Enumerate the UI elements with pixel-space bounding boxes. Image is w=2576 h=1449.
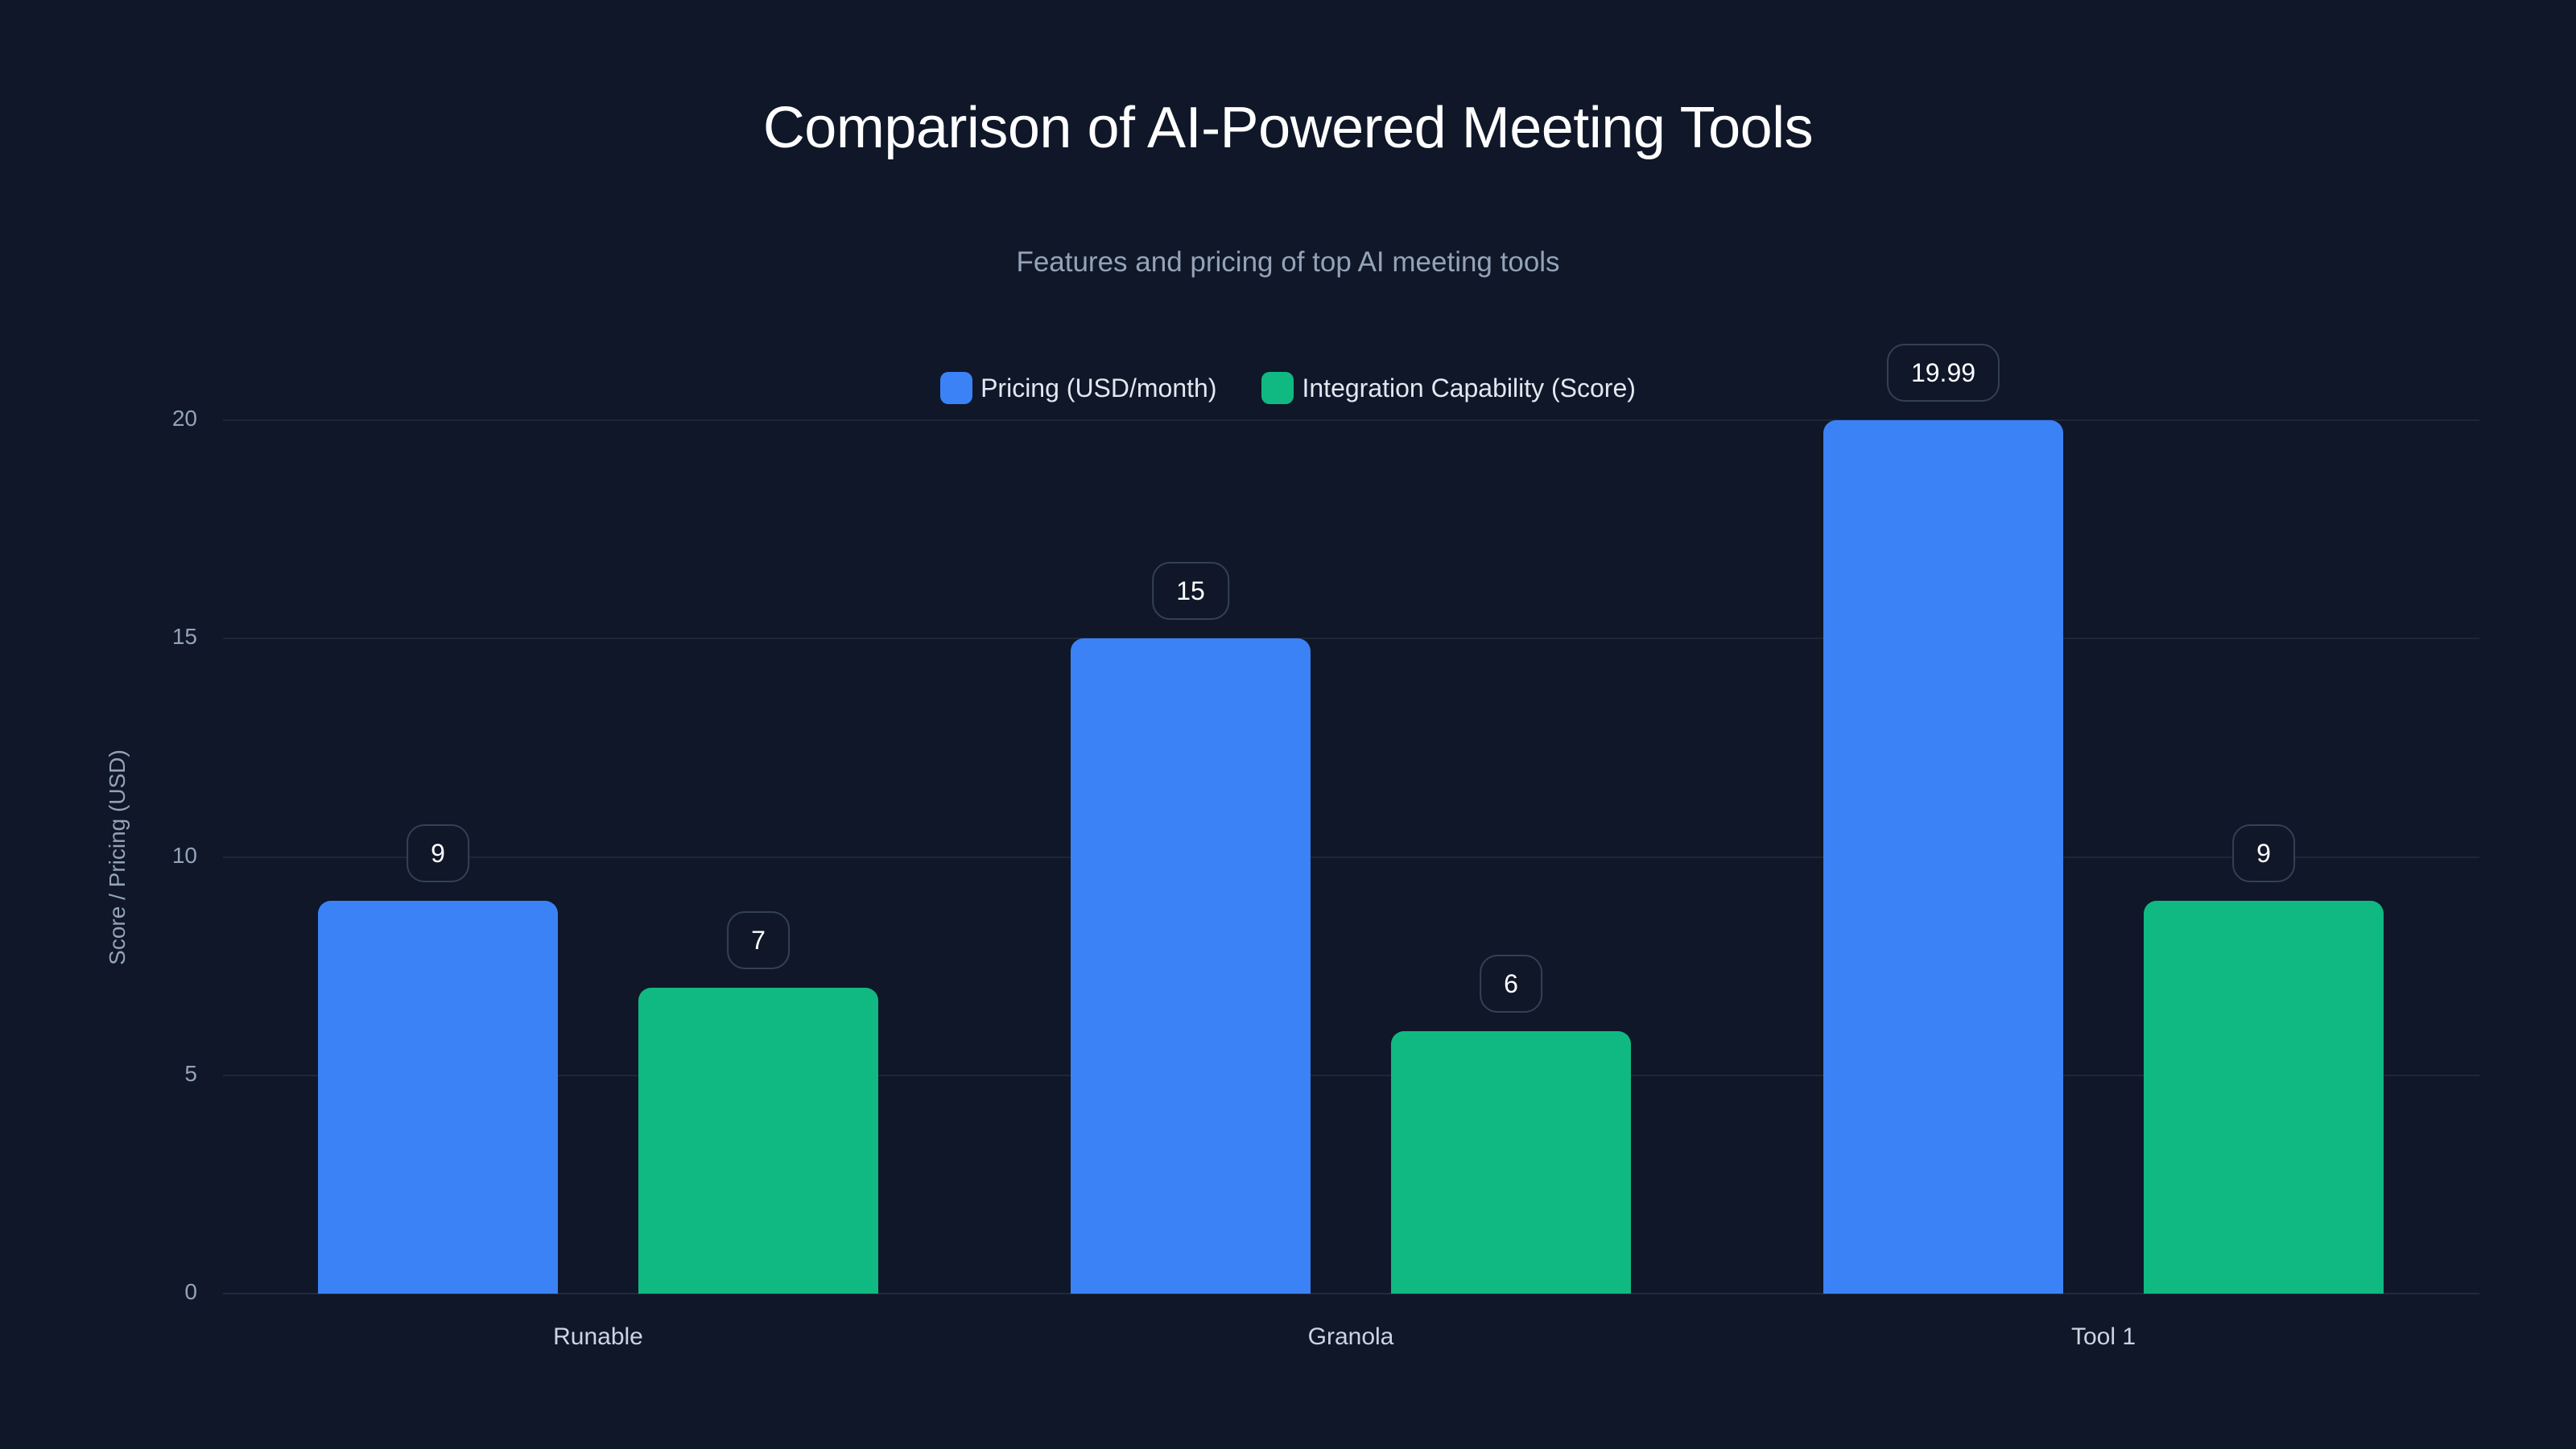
x-axis-line [223,1293,2479,1294]
value-label-runable-integration: 7 [727,911,790,969]
gridline-20 [223,419,2479,421]
value-label-tool1-pricing: 19.99 [1886,344,2000,402]
legend-label-pricing: Pricing (USD/month) [980,373,1217,402]
legend-label-integration: Integration Capability (Score) [1302,373,1636,402]
x-tick-tool1: Tool 1 [2070,1323,2136,1350]
value-label-runable-pricing: 9 [407,824,469,882]
chart-title: Comparison of AI-Powered Meeting Tools [762,96,1814,160]
y-tick-10: 10 [171,843,197,868]
gridline-15 [223,638,2479,639]
plot-area: 9 7 15 6 19.99 9 Runable Granola Tool 1 [223,0,2479,1449]
legend-swatch-pricing [940,372,973,404]
legend-item-integration[interactable]: Integration Capability (Score) [1261,372,1636,404]
gridline-10 [223,857,2479,858]
bar-granola-pricing[interactable] [1071,638,1311,1294]
legend-swatch-integration [1261,372,1294,404]
bar-runable-pricing[interactable] [318,901,558,1294]
x-tick-runable: Runable [553,1323,643,1350]
legend: Pricing (USD/month) Integration Capabili… [0,372,2576,404]
x-tick-granola: Granola [1307,1323,1394,1350]
gridline-5 [223,1075,2479,1076]
value-label-tool1-integration: 9 [2232,824,2295,882]
bar-tool1-pricing[interactable] [1823,420,2063,1294]
bar-runable-integration[interactable] [638,988,878,1294]
bar-granola-integration[interactable] [1391,1031,1631,1294]
y-tick-15: 15 [171,624,197,649]
y-tick-20: 20 [171,406,197,431]
chart-subtitle: Features and pricing of top AI meeting t… [1016,246,1560,278]
y-tick-5: 5 [184,1061,197,1086]
bar-tool1-integration[interactable] [2144,901,2384,1294]
value-label-granola-pricing: 15 [1152,562,1229,620]
value-label-granola-integration: 6 [1480,955,1542,1013]
y-tick-0: 0 [184,1279,197,1304]
legend-item-pricing[interactable]: Pricing (USD/month) [940,372,1216,404]
y-axis-label: Score / Pricing (USD) [105,749,130,965]
